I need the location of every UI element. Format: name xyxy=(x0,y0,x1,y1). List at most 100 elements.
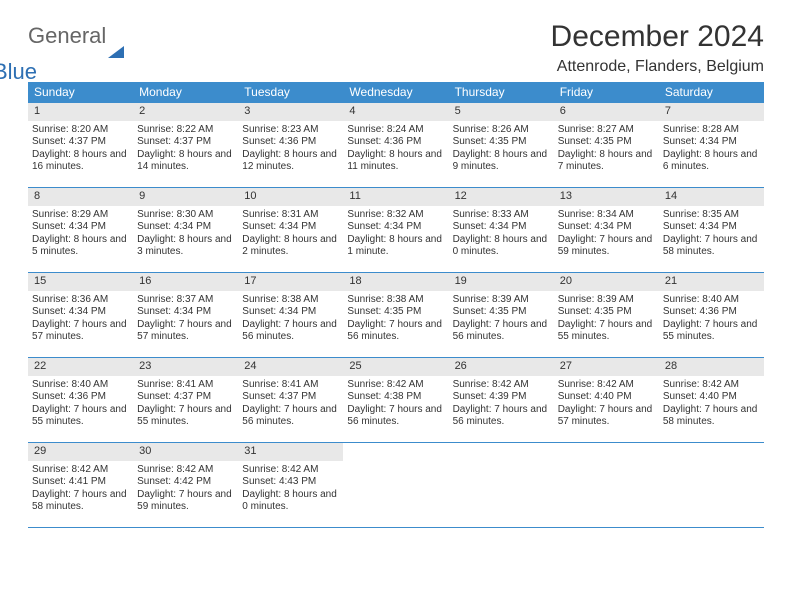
day-number: 21 xyxy=(659,273,764,291)
day-cell: 6Sunrise: 8:27 AMSunset: 4:35 PMDaylight… xyxy=(554,103,659,187)
daylight-line: Daylight: 7 hours and 56 minutes. xyxy=(453,404,550,429)
sunset-line: Sunset: 4:40 PM xyxy=(558,391,655,404)
day-cell: 16Sunrise: 8:37 AMSunset: 4:34 PMDayligh… xyxy=(133,273,238,357)
day-number: 24 xyxy=(238,358,343,376)
sunrise-line: Sunrise: 8:29 AM xyxy=(32,209,129,222)
sunset-line: Sunset: 4:36 PM xyxy=(242,136,339,149)
sunset-line: Sunset: 4:34 PM xyxy=(347,221,444,234)
sunrise-line: Sunrise: 8:42 AM xyxy=(137,464,234,477)
sunrise-line: Sunrise: 8:35 AM xyxy=(663,209,760,222)
day-number: 23 xyxy=(133,358,238,376)
logo-line2: Blue xyxy=(0,62,71,82)
day-cell: 18Sunrise: 8:38 AMSunset: 4:35 PMDayligh… xyxy=(343,273,448,357)
sunrise-line: Sunrise: 8:42 AM xyxy=(558,379,655,392)
day-number: 14 xyxy=(659,188,764,206)
daylight-line: Daylight: 8 hours and 16 minutes. xyxy=(32,149,129,174)
sunset-line: Sunset: 4:37 PM xyxy=(32,136,129,149)
day-cell: 1 Sunrise: 8:20 AMSunset: 4:37 PMDaylight… xyxy=(28,103,133,187)
day-of-week-header: SundayMondayTuesdayWednesdayThursdayFrid… xyxy=(28,82,764,103)
day-number: 3 xyxy=(238,103,343,121)
day-number: 13 xyxy=(554,188,659,206)
week-row: 8Sunrise: 8:29 AMSunset: 4:34 PMDaylight… xyxy=(28,188,764,273)
sunset-line: Sunset: 4:37 PM xyxy=(137,391,234,404)
day-cell: 7Sunrise: 8:28 AMSunset: 4:34 PMDaylight… xyxy=(659,103,764,187)
day-cell: 25Sunrise: 8:42 AMSunset: 4:38 PMDayligh… xyxy=(343,358,448,442)
sunrise-line: Sunrise: 8:42 AM xyxy=(32,464,129,477)
daylight-line: Daylight: 7 hours and 56 minutes. xyxy=(242,404,339,429)
logo: General Blue xyxy=(28,20,124,66)
day-number: 25 xyxy=(343,358,448,376)
sunrise-line: Sunrise: 8:36 AM xyxy=(32,294,129,307)
daylight-line: Daylight: 7 hours and 55 minutes. xyxy=(558,319,655,344)
day-cell: 20Sunrise: 8:39 AMSunset: 4:35 PMDayligh… xyxy=(554,273,659,357)
day-number: 7 xyxy=(659,103,764,121)
day-cell: 13Sunrise: 8:34 AMSunset: 4:34 PMDayligh… xyxy=(554,188,659,272)
sunset-line: Sunset: 4:42 PM xyxy=(137,476,234,489)
daylight-line: Daylight: 7 hours and 55 minutes. xyxy=(32,404,129,429)
sunrise-line: Sunrise: 8:28 AM xyxy=(663,124,760,137)
daylight-line: Daylight: 7 hours and 56 minutes. xyxy=(347,319,444,344)
sunset-line: Sunset: 4:43 PM xyxy=(242,476,339,489)
day-number: 6 xyxy=(554,103,659,121)
sunrise-line: Sunrise: 8:41 AM xyxy=(137,379,234,392)
day-cell: 3Sunrise: 8:23 AMSunset: 4:36 PMDaylight… xyxy=(238,103,343,187)
day-cell: 5Sunrise: 8:26 AMSunset: 4:35 PMDaylight… xyxy=(449,103,554,187)
sunrise-line: Sunrise: 8:37 AM xyxy=(137,294,234,307)
day-number: 31 xyxy=(238,443,343,461)
day-cell: 15Sunrise: 8:36 AMSunset: 4:34 PMDayligh… xyxy=(28,273,133,357)
sunset-line: Sunset: 4:34 PM xyxy=(32,221,129,234)
daylight-line: Daylight: 8 hours and 5 minutes. xyxy=(32,234,129,259)
sunset-line: Sunset: 4:38 PM xyxy=(347,391,444,404)
day-number: 17 xyxy=(238,273,343,291)
sunrise-line: Sunrise: 8:30 AM xyxy=(137,209,234,222)
sunrise-line: Sunrise: 8:31 AM xyxy=(242,209,339,222)
day-number: 26 xyxy=(449,358,554,376)
sunrise-line: Sunrise: 8:20 AM xyxy=(32,124,129,137)
daylight-line: Daylight: 7 hours and 57 minutes. xyxy=(32,319,129,344)
daylight-line: Daylight: 7 hours and 56 minutes. xyxy=(453,319,550,344)
page-title: December 2024 xyxy=(551,20,764,54)
sunset-line: Sunset: 4:36 PM xyxy=(347,136,444,149)
sunset-line: Sunset: 4:39 PM xyxy=(453,391,550,404)
sunset-line: Sunset: 4:37 PM xyxy=(242,391,339,404)
daylight-line: Daylight: 7 hours and 55 minutes. xyxy=(137,404,234,429)
sunrise-line: Sunrise: 8:42 AM xyxy=(453,379,550,392)
sunset-line: Sunset: 4:34 PM xyxy=(242,221,339,234)
sunrise-line: Sunrise: 8:39 AM xyxy=(558,294,655,307)
day-cell: 10Sunrise: 8:31 AMSunset: 4:34 PMDayligh… xyxy=(238,188,343,272)
sunset-line: Sunset: 4:34 PM xyxy=(137,221,234,234)
daylight-line: Daylight: 7 hours and 56 minutes. xyxy=(242,319,339,344)
week-row: 22Sunrise: 8:40 AMSunset: 4:36 PMDayligh… xyxy=(28,358,764,443)
day-number: 1 xyxy=(28,103,133,121)
daylight-line: Daylight: 7 hours and 59 minutes. xyxy=(137,489,234,514)
daylight-line: Daylight: 8 hours and 7 minutes. xyxy=(558,149,655,174)
day-cell: 27Sunrise: 8:42 AMSunset: 4:40 PMDayligh… xyxy=(554,358,659,442)
day-cell: 24Sunrise: 8:41 AMSunset: 4:37 PMDayligh… xyxy=(238,358,343,442)
day-cell: 23 Sunrise: 8:41 AMSunset: 4:37 PMDayligh… xyxy=(133,358,238,442)
day-cell: 26 Sunrise: 8:42 AMSunset: 4:39 PMDayligh… xyxy=(449,358,554,442)
day-number: 5 xyxy=(449,103,554,121)
daylight-line: Daylight: 8 hours and 14 minutes. xyxy=(137,149,234,174)
day-number: 11 xyxy=(343,188,448,206)
dow-wednesday: Wednesday xyxy=(343,82,448,103)
week-row: 29Sunrise: 8:42 AMSunset: 4:41 PMDayligh… xyxy=(28,443,764,528)
sunset-line: Sunset: 4:41 PM xyxy=(32,476,129,489)
sunset-line: Sunset: 4:36 PM xyxy=(663,306,760,319)
week-row: 15Sunrise: 8:36 AMSunset: 4:34 PMDayligh… xyxy=(28,273,764,358)
sunset-line: Sunset: 4:40 PM xyxy=(663,391,760,404)
sunrise-line: Sunrise: 8:23 AM xyxy=(242,124,339,137)
daylight-line: Daylight: 8 hours and 3 minutes. xyxy=(137,234,234,259)
day-cell-empty xyxy=(449,443,554,527)
day-number: 18 xyxy=(343,273,448,291)
day-number: 30 xyxy=(133,443,238,461)
daylight-line: Daylight: 8 hours and 9 minutes. xyxy=(453,149,550,174)
day-number: 16 xyxy=(133,273,238,291)
dow-friday: Friday xyxy=(554,82,659,103)
day-cell: 29Sunrise: 8:42 AMSunset: 4:41 PMDayligh… xyxy=(28,443,133,527)
day-number: 12 xyxy=(449,188,554,206)
day-number: 9 xyxy=(133,188,238,206)
sunrise-line: Sunrise: 8:22 AM xyxy=(137,124,234,137)
logo-line1: General xyxy=(28,26,106,46)
sunrise-line: Sunrise: 8:27 AM xyxy=(558,124,655,137)
sunrise-line: Sunrise: 8:42 AM xyxy=(663,379,760,392)
